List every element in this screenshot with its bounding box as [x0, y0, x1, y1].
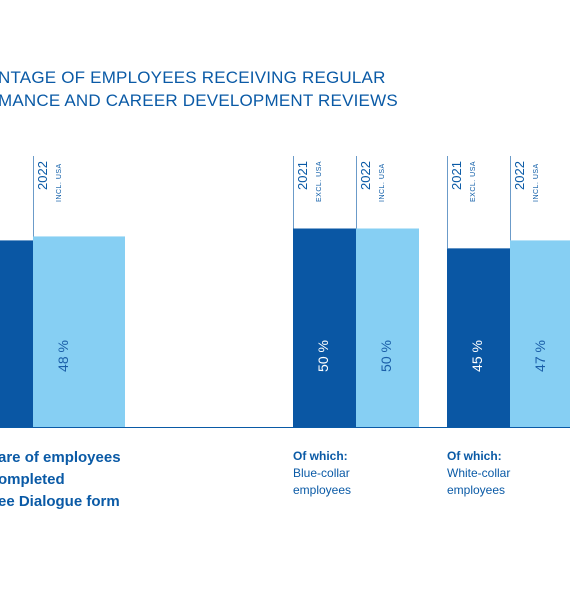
category-label-group3-line1: Of which:	[447, 449, 502, 463]
value-label-group2-2021: 50 %	[315, 340, 331, 372]
year-note-group1-2022: INCL. USA	[56, 163, 63, 202]
year-note-group2-2021: EXCL. USA	[316, 161, 323, 202]
category-label-group1-line1: are of employees	[0, 449, 121, 466]
year-label-group3-2022: 2022	[512, 161, 527, 190]
year-label-group2-2022: 2022	[358, 161, 373, 190]
year-note-group3-2022: INCL. USA	[533, 163, 540, 202]
year-note-group2-2022: INCL. USA	[379, 163, 386, 202]
year-label-group3-2021: 2021	[449, 161, 464, 190]
year-note-group3-2021: EXCL. USA	[470, 161, 477, 202]
category-label-group2-line3: employees	[293, 483, 351, 497]
bar-group1-2022	[33, 236, 125, 427]
category-label-group3-line3: employees	[447, 483, 505, 497]
bar-group1-2021	[0, 240, 33, 427]
bar-group2-2022	[356, 228, 419, 427]
value-label-group1-2022: 48 %	[55, 340, 71, 372]
plot-area: 2022 INCL. USA 48 % are of employees omplete…	[0, 156, 570, 510]
category-label-group2-line1: Of which:	[293, 449, 348, 463]
category-label-group1-line3: ee Dialogue form	[0, 493, 120, 510]
value-label-group3-2021: 45 %	[469, 340, 485, 372]
year-label-group1-2022: 2022	[35, 161, 50, 190]
category-label-group1-line2: ompleted	[0, 471, 65, 488]
chart-title-line-1: NTAGE OF EMPLOYEES RECEIVING REGULAR	[0, 68, 386, 87]
bar-group3-2022	[510, 240, 570, 427]
value-label-group3-2022: 47 %	[532, 340, 548, 372]
category-label-group3-line2: White-collar	[447, 466, 510, 480]
chart-title-line-2: MANCE AND CAREER DEVELOPMENT REVIEWS	[0, 91, 398, 110]
category-label-group2-line2: Blue-collar	[293, 466, 350, 480]
year-label-group2-2021: 2021	[295, 161, 310, 190]
bar-group2-2021	[293, 228, 356, 427]
value-label-group2-2022: 50 %	[378, 340, 394, 372]
bar-group3-2021	[447, 248, 510, 427]
